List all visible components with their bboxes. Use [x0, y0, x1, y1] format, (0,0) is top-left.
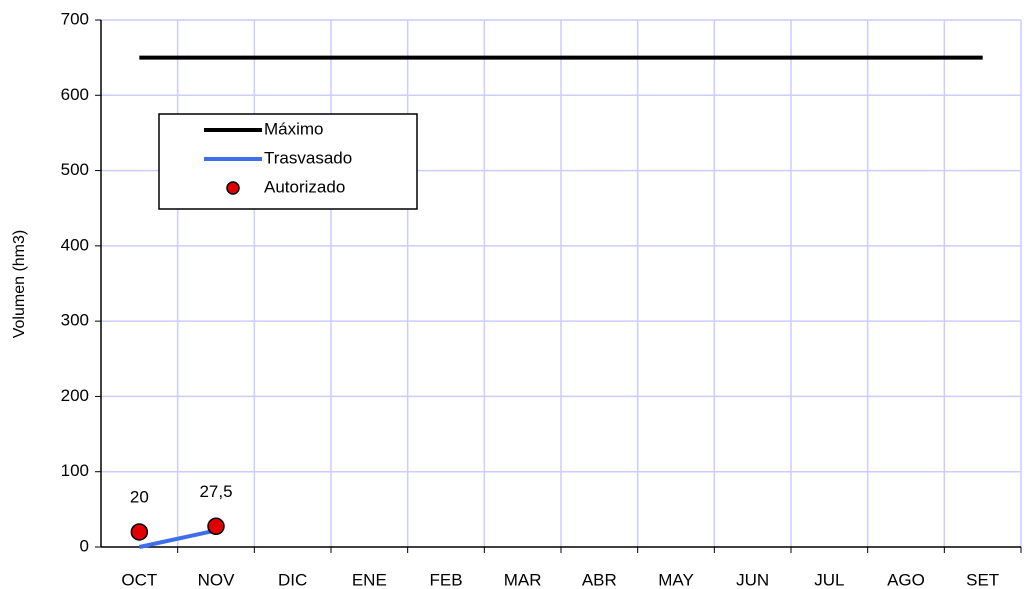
y-tick-label: 300 — [61, 311, 89, 330]
x-tick-label: FEB — [429, 570, 462, 589]
x-tick-label: SET — [966, 570, 999, 589]
y-tick-label: 400 — [61, 235, 89, 254]
marker — [207, 517, 225, 536]
x-tick-label: MAR — [504, 570, 542, 589]
x-tick-label: MAY — [658, 570, 694, 589]
x-tick-label: NOV — [198, 570, 236, 589]
x-tick-label: OCT — [121, 570, 157, 589]
y-tick-label: 200 — [61, 386, 89, 405]
y-axis-label: Volumen (hm3) — [11, 230, 28, 339]
x-tick-label: ABR — [582, 570, 617, 589]
data-label: 27,5 — [199, 482, 232, 501]
x-tick-label: DIC — [278, 570, 307, 589]
x-tick-label: ENE — [352, 570, 387, 589]
data-label: 20 — [130, 487, 149, 506]
y-tick-label: 100 — [61, 461, 89, 480]
x-tick-label: JUL — [814, 570, 844, 589]
x-tick-label: JUN — [736, 570, 769, 589]
legend-label: Trasvasado — [264, 148, 352, 167]
legend-label: Autorizado — [264, 177, 345, 196]
legend-label: Máximo — [264, 119, 324, 138]
y-tick-label: 0 — [80, 536, 89, 555]
marker — [130, 523, 149, 541]
y-tick-label: 500 — [61, 160, 89, 179]
y-tick-label: 600 — [61, 85, 89, 104]
x-tick-label: AGO — [887, 570, 925, 589]
legend-swatch — [226, 181, 240, 195]
line-series — [138, 528, 217, 549]
legend-box — [158, 113, 418, 210]
y-tick-label: 700 — [61, 9, 89, 28]
